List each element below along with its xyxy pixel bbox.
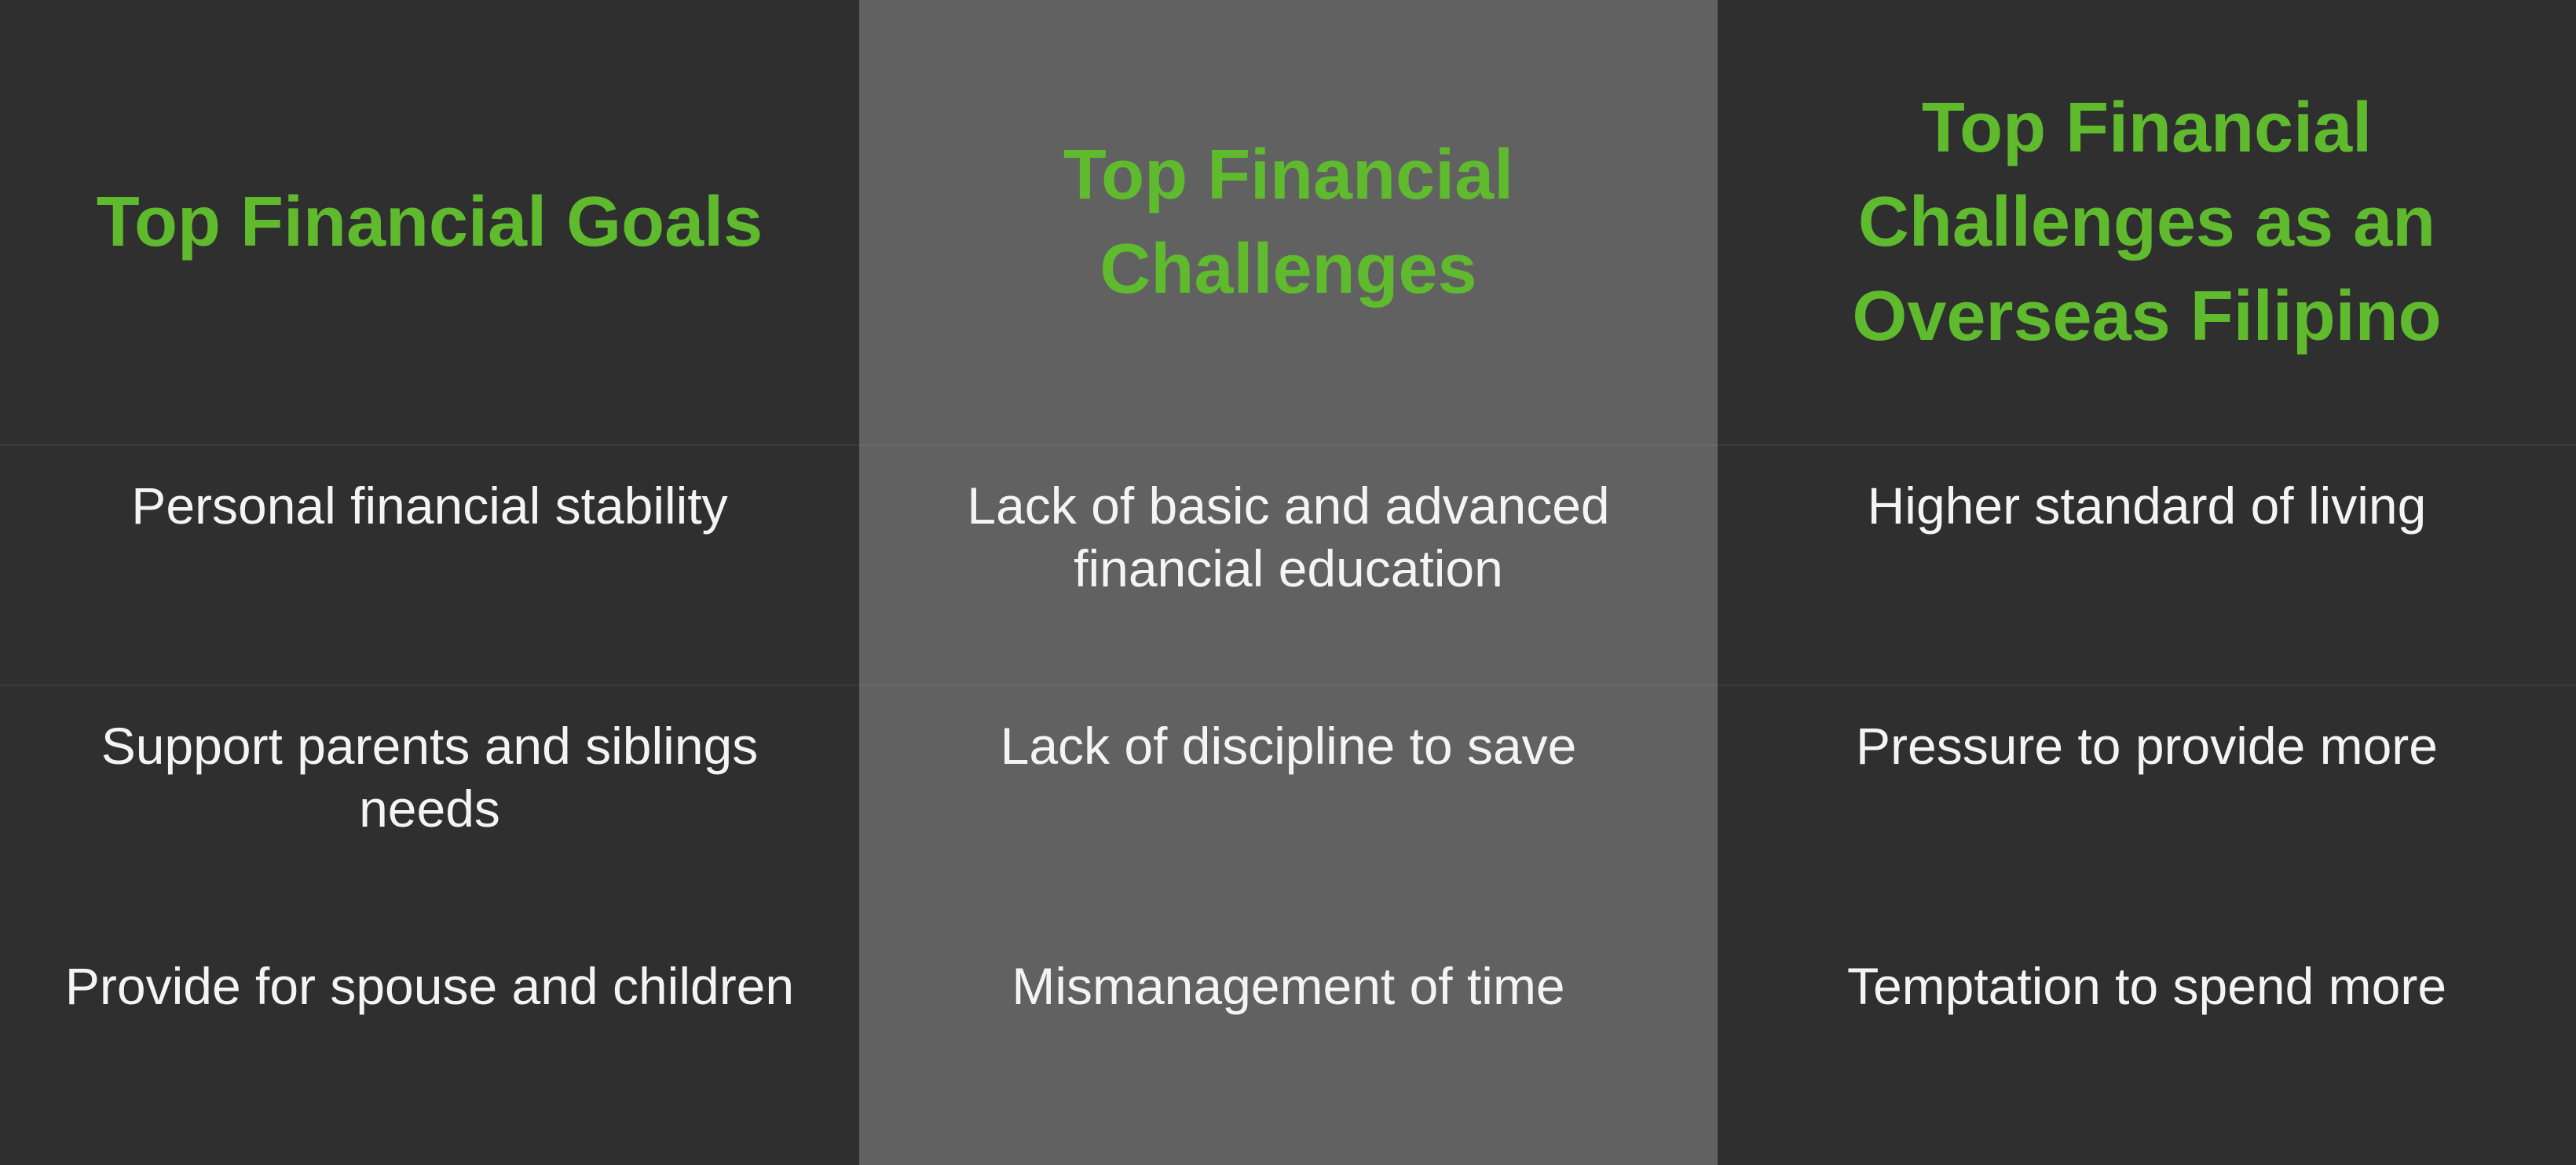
table-cell: Provide for spouse and children <box>0 925 859 1165</box>
table-cell: Mismanagement of time <box>859 925 1718 1165</box>
table-cell: Lack of basic and advanced financial edu… <box>859 444 1718 685</box>
table-cell: Pressure to provide more <box>1718 685 2576 925</box>
column-header-challenges: Top Financial Challenges <box>859 0 1718 444</box>
table-cell: Lack of discipline to save <box>859 685 1718 925</box>
column-header-goals: Top Financial Goals <box>0 0 859 444</box>
table-cell: Higher standard of living <box>1718 444 2576 685</box>
row-divider <box>0 444 2576 446</box>
table-cell: Support parents and siblings needs <box>0 685 859 925</box>
row-divider <box>0 685 2576 686</box>
table-cell: Temptation to spend more <box>1718 925 2576 1165</box>
table-cell: Personal financial stability <box>0 444 859 685</box>
column-header-ofw-challenges: Top Financial Challenges as an Overseas … <box>1718 0 2576 444</box>
